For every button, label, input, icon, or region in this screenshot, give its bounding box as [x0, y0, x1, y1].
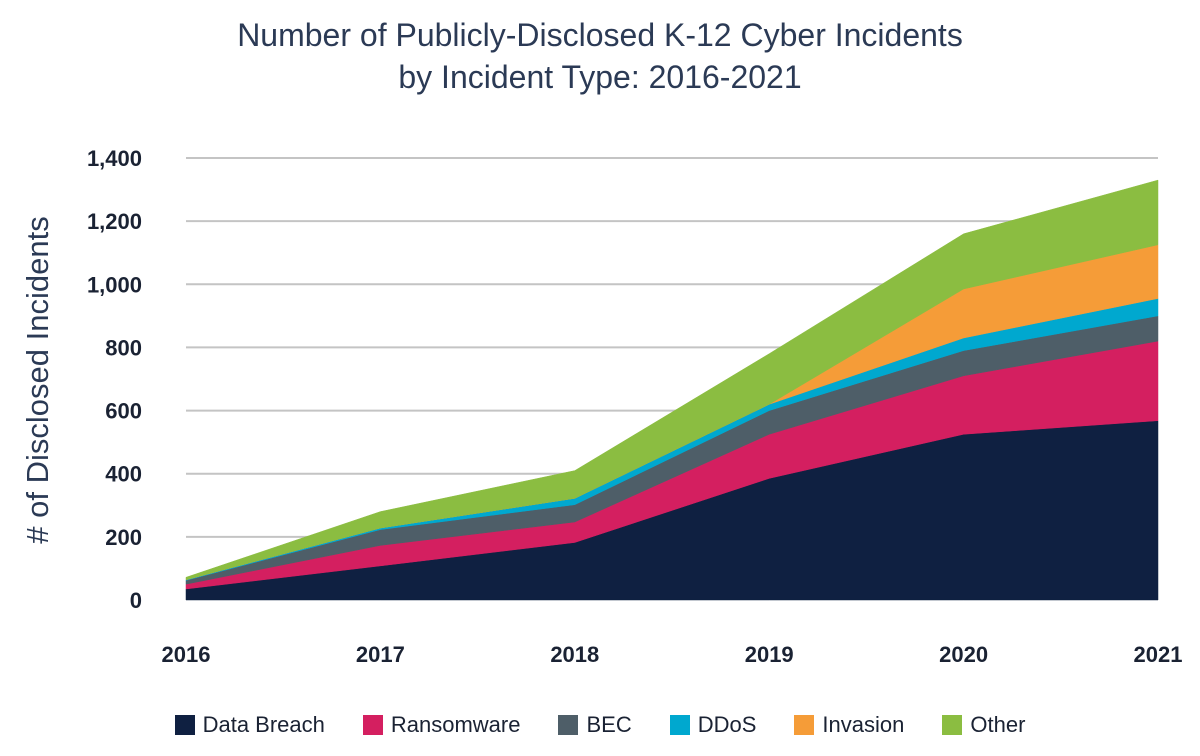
legend-item-data-breach: Data Breach	[174, 712, 325, 738]
x-axis-ticks: 2016 2017 2018 2019 2020 2021	[162, 642, 1183, 667]
chart-title-line-1: Number of Publicly-Disclosed K-12 Cyber …	[237, 17, 963, 53]
legend-label: Data Breach	[202, 712, 325, 737]
x-tick-label: 2020	[939, 642, 988, 667]
legend-item-other: Other	[942, 712, 1025, 738]
y-tick-label: 800	[105, 335, 142, 360]
legend-item-invasion: Invasion	[794, 712, 904, 738]
y-axis-ticks: 0 200 400 600 800 1,000 1,200 1,400	[87, 146, 142, 613]
legend-swatch	[362, 715, 383, 735]
x-tick-label: 2018	[550, 642, 599, 667]
area-other	[185, 179, 1159, 581]
legend-swatch	[558, 715, 579, 735]
y-tick-label: 200	[105, 525, 142, 550]
legend-label: DDoS	[697, 712, 757, 737]
y-tick-label: 1,000	[87, 272, 142, 297]
chart-title: Number of Publicly-Disclosed K-12 Cyber …	[0, 14, 1200, 98]
legend-label: Other	[970, 712, 1026, 737]
legend-swatch	[794, 715, 815, 735]
x-tick-label: 2016	[162, 642, 211, 667]
stacked-areas	[185, 179, 1159, 601]
legend-item-ransomware: Ransomware	[362, 712, 521, 738]
x-tick-label: 2017	[356, 642, 405, 667]
legend-item-ddos: DDoS	[669, 712, 757, 738]
legend-label: Invasion	[822, 712, 905, 737]
legend-item-bec: BEC	[558, 712, 632, 738]
y-tick-label: 1,400	[87, 146, 142, 171]
chart-title-line-2: by Incident Type: 2016-2021	[398, 59, 802, 95]
y-tick-label: 600	[105, 399, 142, 424]
x-tick-label: 2021	[1134, 642, 1183, 667]
legend-swatch	[942, 715, 963, 735]
y-tick-label: 1,200	[87, 209, 142, 234]
legend-label: BEC	[586, 712, 632, 737]
y-tick-label: 0	[130, 588, 142, 613]
legend-swatch	[669, 715, 690, 735]
legend: Data Breach Ransomware BEC DDoS Invasion Othe…	[0, 712, 1200, 738]
legend-swatch	[174, 715, 195, 735]
y-tick-label: 400	[105, 462, 142, 487]
legend-label: Ransomware	[390, 712, 521, 737]
x-tick-label: 2019	[745, 642, 794, 667]
y-axis-label: # of Disclosed Incidents	[20, 216, 55, 543]
